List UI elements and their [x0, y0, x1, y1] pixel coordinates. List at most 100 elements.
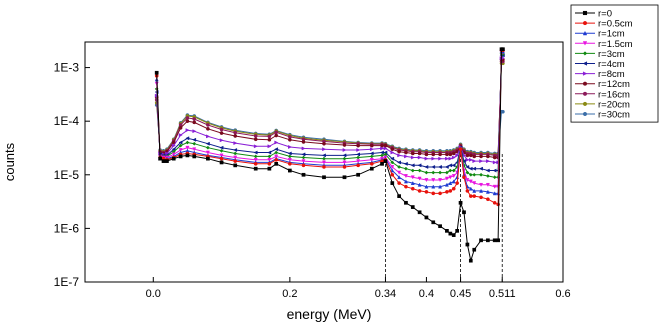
data-point — [301, 146, 306, 151]
data-point — [468, 153, 473, 158]
data-point — [288, 161, 292, 166]
data-point — [410, 168, 415, 173]
data-point — [486, 154, 490, 159]
data-point — [161, 159, 166, 163]
data-point — [582, 30, 588, 36]
data-point — [321, 153, 326, 158]
data-point — [438, 178, 443, 183]
legend-item: r=0 — [575, 9, 612, 20]
data-point — [465, 157, 470, 162]
data-point — [185, 153, 190, 158]
data-point — [492, 200, 497, 205]
data-point — [451, 155, 456, 160]
y-tick-label: 1E-5 — [54, 168, 80, 182]
data-point — [479, 188, 484, 193]
data-point — [233, 147, 238, 153]
data-point — [267, 157, 272, 163]
data-point — [410, 205, 415, 209]
data-point — [444, 176, 449, 181]
data-point — [448, 152, 453, 157]
data-point — [274, 130, 279, 135]
data-point — [478, 166, 483, 171]
data-point — [403, 174, 408, 179]
data-point — [582, 51, 588, 56]
data-point — [472, 159, 477, 164]
data-point — [410, 151, 415, 156]
data-point — [485, 168, 490, 173]
data-point — [424, 215, 429, 220]
data-point — [501, 47, 505, 52]
data-point — [185, 136, 190, 141]
data-point — [178, 126, 183, 130]
data-point — [219, 131, 224, 135]
x-axis-label: energy (MeV) — [287, 306, 372, 322]
data-point — [356, 143, 360, 148]
data-point — [192, 147, 197, 152]
data-point — [369, 154, 374, 159]
data-point — [582, 10, 588, 16]
data-point — [322, 147, 327, 152]
plot-frame — [84, 41, 564, 283]
data-point — [206, 126, 210, 131]
data-point — [219, 127, 224, 132]
data-point — [424, 152, 429, 157]
data-point — [383, 143, 388, 148]
data-point — [444, 182, 449, 187]
data-point — [582, 41, 588, 46]
data-point — [267, 166, 272, 171]
data-point — [492, 191, 497, 196]
data-point — [486, 159, 491, 164]
data-point — [465, 242, 470, 247]
data-point — [417, 210, 422, 215]
data-point — [397, 181, 401, 185]
data-point — [445, 156, 450, 161]
data-point — [267, 150, 272, 155]
y-tick-label: 1E-3 — [54, 61, 80, 75]
data-point — [233, 163, 238, 168]
x-tick-label: 0.45 — [450, 288, 471, 300]
legend-label: r=12cm — [598, 79, 630, 90]
data-point — [492, 238, 497, 243]
data-point — [492, 184, 497, 189]
data-point — [178, 154, 183, 159]
data-point — [465, 189, 470, 193]
data-point — [192, 141, 197, 146]
data-point — [274, 140, 279, 145]
data-point — [451, 151, 456, 156]
data-point — [424, 178, 429, 183]
data-point — [417, 182, 422, 187]
data-point — [424, 190, 429, 194]
data-point — [205, 150, 210, 155]
data-point — [472, 166, 477, 171]
data-point — [479, 195, 483, 200]
legend-item: r=16cm — [575, 89, 630, 100]
data-point — [178, 148, 183, 153]
data-point — [287, 151, 292, 156]
data-point — [417, 189, 422, 193]
data-point — [390, 156, 395, 161]
legend-item: r=8cm — [575, 69, 625, 80]
data-point — [468, 166, 473, 171]
data-point — [383, 159, 388, 163]
data-point — [417, 176, 422, 181]
data-point — [369, 151, 374, 156]
data-point — [448, 156, 453, 161]
data-point — [582, 81, 588, 86]
data-point — [486, 197, 490, 202]
data-point — [397, 153, 402, 158]
data-point — [448, 163, 453, 168]
data-point — [472, 194, 477, 198]
data-point — [397, 194, 401, 198]
data-point — [410, 175, 415, 180]
data-point — [410, 163, 415, 168]
data-point — [274, 161, 279, 166]
data-point — [355, 152, 360, 157]
data-point — [486, 238, 490, 243]
y-tick-label: 1E-6 — [54, 221, 80, 235]
data-point — [468, 179, 473, 184]
legend-item: r=1.5cm — [575, 39, 633, 50]
data-point — [267, 144, 272, 149]
data-point — [424, 156, 429, 161]
data-point — [253, 134, 258, 138]
